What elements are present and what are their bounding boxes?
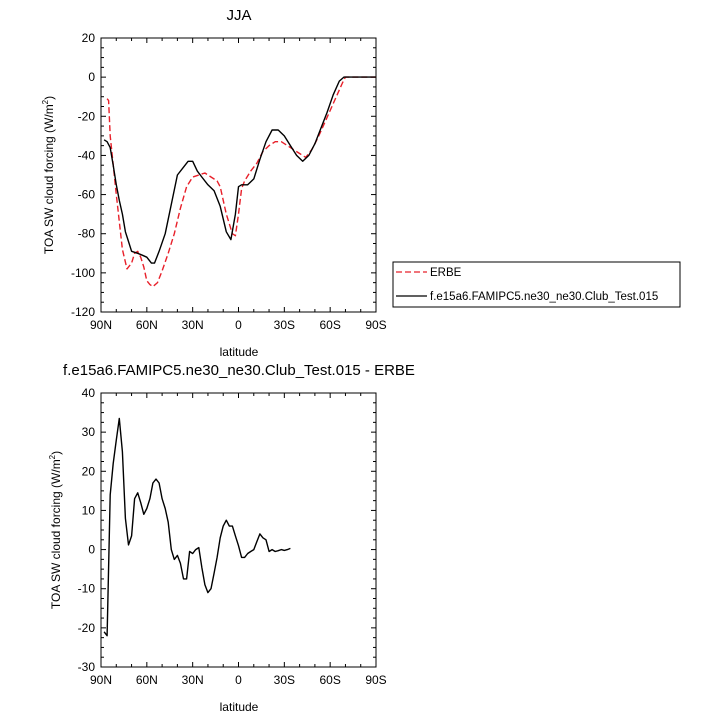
top-series-line-0 xyxy=(106,76,376,288)
bottom-y-tick-label: -20 xyxy=(78,621,96,635)
bottom-y-tick-label: 0 xyxy=(88,543,95,557)
top-y-axis-label: TOA SW cloud forcing (W/m2) xyxy=(41,96,56,254)
top-x-tick-label: 30S xyxy=(274,318,295,332)
top-x-axis-label: latitude xyxy=(220,345,259,359)
top-x-tick-label: 90N xyxy=(90,318,112,332)
bottom-x-tick-label: 30S xyxy=(274,673,295,687)
top-y-tick-label: -60 xyxy=(78,188,96,202)
top-x-tick-label: 30N xyxy=(182,318,204,332)
bottom-x-axis-label: latitude xyxy=(220,700,259,714)
legend-label-erbe: ERBE xyxy=(430,267,462,279)
bottom-series-group xyxy=(103,417,291,637)
top-y-tick-label: 20 xyxy=(82,31,96,45)
bottom-x-tick-label: 0 xyxy=(235,673,242,687)
top-panel: JJA 90N 60N 30N 0 30S 60S 90S -120 -100 -80 -60 -40… xyxy=(41,7,387,359)
bottom-y-tick-label: 30 xyxy=(82,425,96,439)
bottom-y-axis-label: TOA SW cloud forcing (W/m2) xyxy=(48,451,63,609)
top-y-tick-label: -80 xyxy=(78,227,96,241)
top-y-tick-label: -100 xyxy=(71,266,95,280)
legend-label-model: f.e15a6.FAMIPC5.ne30_ne30.Club_Test.015 xyxy=(430,291,658,303)
bottom-axis-ticks: 90N 60N 30N 0 30S 60S 90S -30 -20 -10 0 10 20 30 40 xyxy=(78,386,387,687)
bottom-x-tick-label: 60N xyxy=(136,673,158,687)
bottom-x-tick-label: 90N xyxy=(90,673,112,687)
top-x-tick-label: 60S xyxy=(319,318,340,332)
bottom-plot-frame xyxy=(100,392,377,668)
bottom-chart-title: f.e15a6.FAMIPC5.ne30_ne30.Club_Test.015 … xyxy=(63,362,415,379)
top-x-tick-label: 90S xyxy=(365,318,386,332)
bottom-y-tick-label: -10 xyxy=(78,582,96,596)
bottom-x-tick-label: 90S xyxy=(365,673,386,687)
top-y-tick-label: -40 xyxy=(78,148,96,162)
top-y-tick-label: 0 xyxy=(88,70,95,84)
top-y-tick-label: -120 xyxy=(71,305,95,319)
top-axis-ticks: 90N 60N 30N 0 30S 60S 90S -120 -100 -80 -60 -40 -20 0… xyxy=(71,31,387,332)
bottom-y-tick-label: -30 xyxy=(78,660,96,674)
top-series-group xyxy=(103,76,376,288)
bottom-x-tick-label: 30N xyxy=(182,673,204,687)
top-y-tick-label: -20 xyxy=(78,109,96,123)
bottom-y-tick-label: 40 xyxy=(82,386,96,400)
bottom-x-tick-label: 60S xyxy=(319,673,340,687)
top-chart-title: JJA xyxy=(226,7,251,24)
bottom-panel: f.e15a6.FAMIPC5.ne30_ne30.Club_Test.015 … xyxy=(48,362,415,714)
top-plot-frame xyxy=(100,37,377,313)
bottom-series-line-0 xyxy=(103,417,291,637)
top-series-line-1 xyxy=(103,76,376,264)
bottom-y-tick-label: 20 xyxy=(82,464,96,478)
top-x-tick-label: 0 xyxy=(235,318,242,332)
bottom-y-tick-label: 10 xyxy=(82,503,96,517)
legend-box xyxy=(392,261,681,308)
legend: ERBE f.e15a6.FAMIPC5.ne30_ne30.Club_Test… xyxy=(392,261,681,308)
top-x-tick-label: 60N xyxy=(136,318,158,332)
